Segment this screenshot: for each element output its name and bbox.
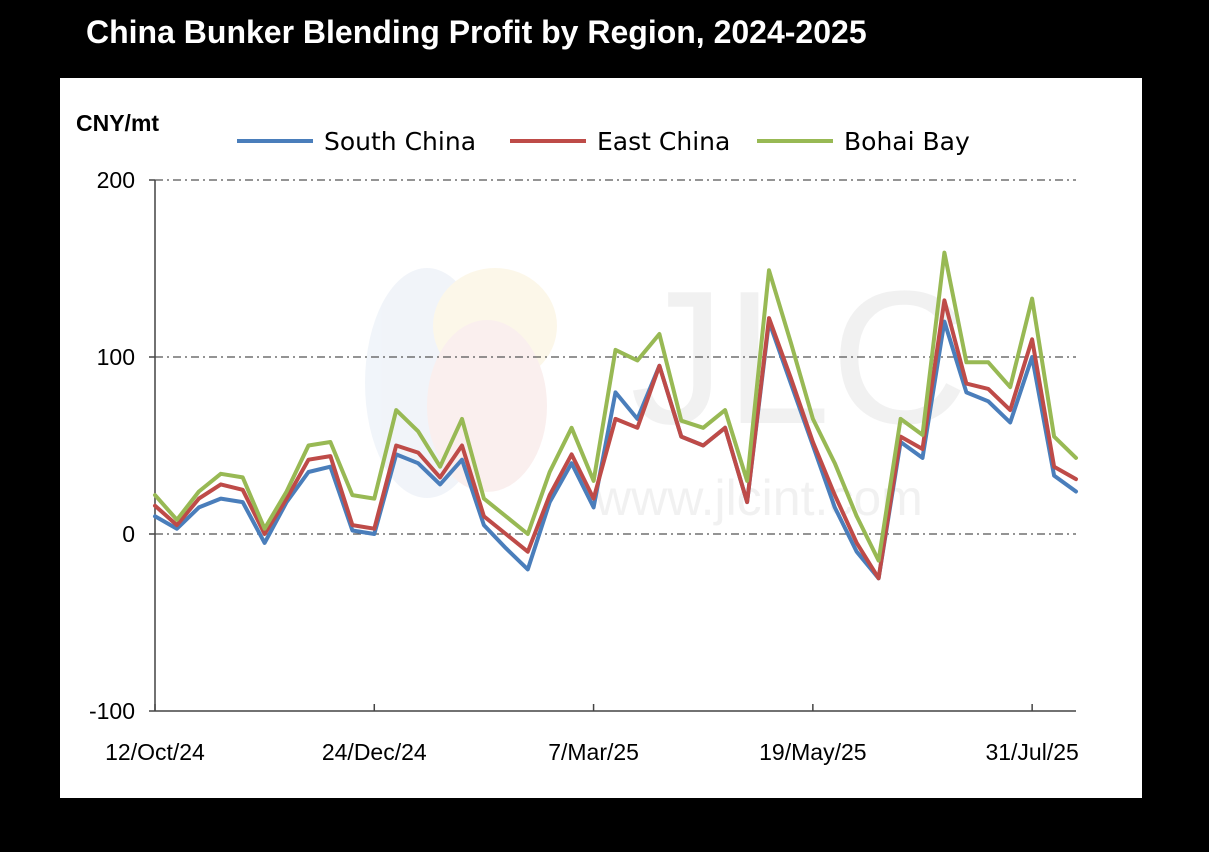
legend-label: East China <box>597 127 730 156</box>
legend-item: Bohai Bay <box>757 127 970 156</box>
legend-item: East China <box>510 127 730 156</box>
series-line <box>153 319 1078 581</box>
y-tick-label: 100 <box>97 344 135 370</box>
y-tick-label: -100 <box>89 698 135 724</box>
x-tick-label: 7/Mar/25 <box>548 739 639 765</box>
series-line <box>153 298 1078 581</box>
series-line <box>153 250 1078 563</box>
y-axis-unit-label: CNY/mt <box>76 110 159 136</box>
plot-panel: JLC www.jlcint.com 200 100 0 -100 12/Oct/24 2… <box>60 78 1142 798</box>
series-bohai-bay <box>153 250 1078 563</box>
x-tick-label: 24/Dec/24 <box>322 739 427 765</box>
x-tick-label: 19/May/25 <box>759 739 866 765</box>
series-lines <box>153 250 1078 581</box>
legend-label: South China <box>324 127 476 156</box>
watermark-logo: JLC www.jlcint.com <box>365 252 968 526</box>
chart-title: China Bunker Blending Profit by Region, … <box>86 14 867 50</box>
legend-label: Bohai Bay <box>844 127 970 156</box>
watermark-url-text: www.jlcint.com <box>594 470 923 526</box>
legend: South China East China Bohai Bay <box>237 127 970 156</box>
watermark-red-shape <box>427 320 547 492</box>
series-east-china <box>153 298 1078 581</box>
axes: 200 100 0 -100 12/Oct/24 24/Dec/24 7/Mar/25 19/… <box>89 167 1079 765</box>
y-tick-label: 0 <box>122 521 135 547</box>
y-tick-label: 200 <box>97 167 135 193</box>
x-tick-label: 31/Jul/25 <box>985 739 1078 765</box>
legend-item: South China <box>237 127 476 156</box>
x-tick-label: 12/Oct/24 <box>105 739 205 765</box>
series-south-china <box>153 319 1078 581</box>
